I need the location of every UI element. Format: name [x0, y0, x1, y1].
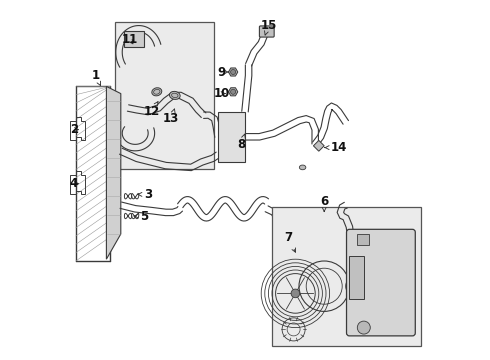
Circle shape	[231, 89, 236, 94]
Circle shape	[231, 69, 236, 75]
FancyBboxPatch shape	[357, 234, 369, 245]
FancyBboxPatch shape	[124, 31, 144, 47]
Ellipse shape	[299, 165, 306, 170]
Text: 12: 12	[143, 102, 160, 118]
Text: 15: 15	[260, 19, 276, 35]
Text: 3: 3	[138, 188, 152, 201]
Polygon shape	[228, 88, 238, 96]
FancyBboxPatch shape	[218, 112, 245, 162]
Text: 4: 4	[70, 177, 78, 190]
Circle shape	[291, 289, 300, 298]
Text: 13: 13	[163, 109, 179, 125]
Ellipse shape	[170, 91, 180, 99]
Text: 10: 10	[214, 87, 230, 100]
Polygon shape	[228, 68, 238, 76]
Text: 9: 9	[218, 66, 228, 78]
Text: 14: 14	[325, 141, 347, 154]
FancyBboxPatch shape	[349, 256, 364, 299]
FancyBboxPatch shape	[346, 229, 416, 336]
Ellipse shape	[152, 88, 162, 96]
Text: 2: 2	[70, 123, 78, 136]
FancyBboxPatch shape	[259, 26, 274, 37]
Text: 1: 1	[92, 69, 100, 86]
FancyBboxPatch shape	[116, 22, 215, 169]
Polygon shape	[314, 140, 324, 151]
Text: 11: 11	[122, 33, 138, 46]
Text: 7: 7	[284, 231, 295, 252]
Polygon shape	[106, 86, 121, 259]
FancyBboxPatch shape	[272, 207, 421, 346]
Text: 5: 5	[134, 210, 148, 222]
Text: 6: 6	[320, 195, 328, 211]
Circle shape	[357, 321, 370, 334]
Text: 8: 8	[237, 134, 245, 150]
